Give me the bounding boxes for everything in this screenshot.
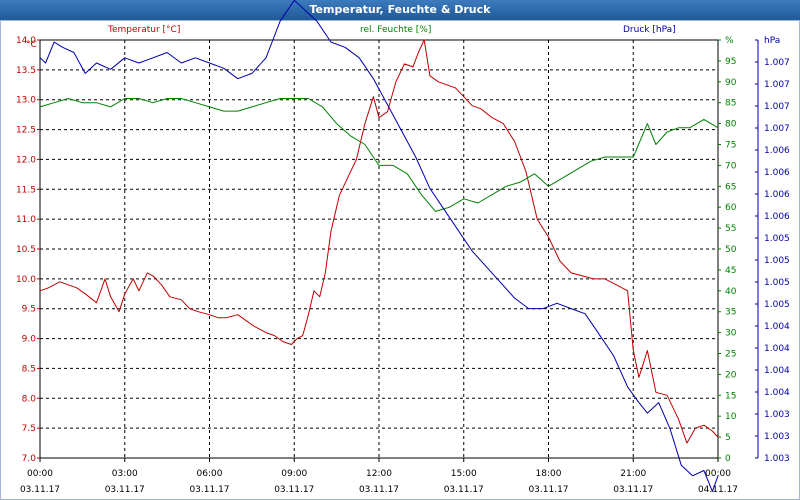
- x-tick-label-time: 15:00: [451, 469, 477, 479]
- humidity-tick-label: 25: [725, 350, 736, 360]
- humidity-tick-label: 60: [725, 203, 737, 213]
- x-tick-label-time: 00:00: [705, 469, 731, 479]
- humidity-tick-label: 70: [725, 161, 737, 171]
- temperature-tick-label: 9.0: [22, 335, 37, 345]
- x-tick-label-date: 04.11.17: [698, 485, 738, 495]
- pressure-tick-label: 1.007: [764, 102, 790, 112]
- pressure-tick-label: hPa: [764, 36, 780, 46]
- pressure-tick-label: 1.004: [764, 388, 790, 398]
- pressure-tick-label: 1.006: [764, 190, 790, 200]
- pressure-tick-label: 1.006: [764, 212, 790, 222]
- humidity-series-line: [39, 98, 719, 212]
- humidity-tick-label: 5: [725, 433, 731, 443]
- humidity-tick-label: 65: [725, 182, 736, 192]
- pressure-tick-label: 1.003: [764, 410, 790, 420]
- humidity-tick-label: 0: [725, 454, 731, 464]
- x-tick-label-date: 03.11.17: [444, 485, 484, 495]
- x-tick-label-time: 21:00: [620, 469, 646, 479]
- temperature-tick-label: 10.0: [16, 275, 36, 285]
- humidity-tick-label: 80: [725, 120, 737, 130]
- temperature-unit-label: °C: [26, 40, 37, 50]
- pressure-tick-label: 1.006: [764, 168, 790, 178]
- pressure-tick-label: 1.005: [764, 234, 790, 244]
- pressure-tick-label: 1.005: [764, 278, 790, 288]
- pressure-axis-header: Druck [hPa]: [623, 25, 676, 35]
- x-tick-label-time: 00:00: [27, 469, 53, 479]
- humidity-tick-label: 10: [725, 412, 737, 422]
- pressure-tick-label: 1.005: [764, 300, 790, 310]
- pressure-tick-label: 1.007: [764, 80, 790, 90]
- humidity-tick-label: 90: [725, 78, 737, 88]
- x-tick-label-date: 03.11.17: [613, 485, 653, 495]
- chart-title-bar: Temperatur, Feuchte & Druck: [0, 0, 800, 20]
- humidity-tick-label: 45: [725, 266, 736, 276]
- x-tick-label-time: 06:00: [197, 469, 223, 479]
- x-tick-label-time: 12:00: [366, 469, 392, 479]
- chart-title: Temperatur, Feuchte & Druck: [309, 3, 491, 16]
- pressure-tick-label: 1.004: [764, 322, 790, 332]
- x-tick-label-date: 03.11.17: [274, 485, 314, 495]
- temperature-tick-label: 11.5: [16, 185, 36, 195]
- temperature-tick-label: 10.5: [16, 245, 36, 255]
- temperature-tick-label: 12.5: [16, 126, 36, 136]
- humidity-tick-label: 35: [725, 308, 736, 318]
- pressure-tick-label: 1.007: [764, 124, 790, 134]
- pressure-tick-label: 1.006: [764, 146, 790, 156]
- humidity-tick-label: 40: [725, 287, 737, 297]
- pressure-tick-label: 1.005: [764, 256, 790, 266]
- x-tick-label-date: 03.11.17: [189, 485, 229, 495]
- temperature-tick-label: 13.5: [16, 66, 36, 76]
- temperature-tick-label: 9.5: [22, 305, 36, 315]
- temperature-tick-label: 11.0: [16, 215, 36, 225]
- x-tick-label-time: 18:00: [536, 469, 562, 479]
- x-tick-label-time: 09:00: [281, 469, 307, 479]
- temperature-tick-label: 7.0: [22, 454, 37, 464]
- humidity-axis-header: rel. Feuchte [%]: [360, 25, 432, 35]
- humidity-tick-label: 55: [725, 224, 736, 234]
- temperature-axis-header: Temperatur [°C]: [108, 25, 181, 35]
- x-tick-label-date: 03.11.17: [359, 485, 399, 495]
- humidity-tick-label: 85: [725, 99, 736, 109]
- pressure-tick-label: 1.003: [764, 432, 790, 442]
- temperature-tick-label: 8.0: [22, 394, 37, 404]
- humidity-tick-label: 50: [725, 245, 737, 255]
- temperature-tick-label: 12.0: [16, 155, 36, 165]
- temperature-tick-label: 8.5: [22, 364, 36, 374]
- pressure-tick-label: 1.003: [764, 454, 790, 464]
- pressure-tick-label: 1.004: [764, 366, 790, 376]
- x-tick-label-date: 03.11.17: [20, 485, 60, 495]
- humidity-tick-label: %: [725, 36, 734, 46]
- humidity-tick-label: 95: [725, 57, 736, 67]
- x-tick-label-time: 03:00: [112, 469, 138, 479]
- pressure-tick-label: 1.004: [764, 344, 790, 354]
- pressure-tick-label: 1.007: [764, 58, 790, 68]
- humidity-tick-label: 20: [725, 370, 737, 380]
- x-tick-label-date: 03.11.17: [105, 485, 145, 495]
- pressure-series-line: [39, 0, 719, 492]
- temperature-tick-label: 14.0: [16, 36, 36, 46]
- humidity-tick-label: 15: [725, 391, 736, 401]
- humidity-tick-label: 30: [725, 329, 737, 339]
- temperature-tick-label: 13.0: [16, 96, 36, 106]
- temperature-tick-label: 7.5: [22, 424, 36, 434]
- humidity-tick-label: 75: [725, 141, 736, 151]
- x-tick-label-date: 03.11.17: [528, 485, 568, 495]
